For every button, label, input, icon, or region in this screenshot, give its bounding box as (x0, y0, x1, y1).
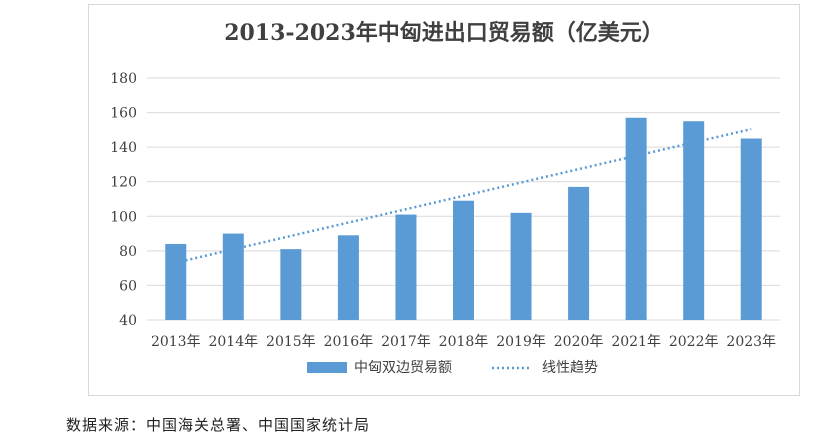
bars (165, 117, 762, 320)
y-tick-label: 80 (119, 244, 137, 260)
x-tick-label: 2019年 (496, 334, 546, 350)
x-axis-ticks: 2013年 2014年 2015年 2016年 2017年 2018年 2019年 2020年… (151, 334, 776, 350)
x-tick-label: 2014年 (208, 334, 258, 350)
bar (395, 214, 417, 320)
bar (625, 117, 647, 320)
bar (337, 235, 359, 320)
chart-title: 2013-2023年中匈进出口贸易额（亿美元） (224, 20, 664, 46)
bar (510, 212, 532, 320)
bar (222, 233, 244, 320)
bar (280, 249, 302, 320)
y-tick-label: 160 (110, 106, 137, 122)
x-tick-label: 2016年 (324, 334, 374, 350)
x-tick-label: 2022年 (669, 334, 719, 350)
x-tick-label: 2018年 (439, 334, 489, 350)
x-tick-label: 2020年 (554, 334, 604, 350)
x-tick-label: 2023年 (726, 334, 776, 350)
source-note: 数据来源：中国海关总署、中国国家统计局 (66, 416, 371, 434)
bar (453, 200, 474, 320)
x-tick-label: 2015年 (266, 334, 316, 350)
y-tick-label: 140 (110, 140, 137, 156)
x-tick-label: 2021年 (611, 334, 661, 350)
y-tick-label: 120 (110, 175, 137, 191)
y-tick-label: 180 (110, 71, 137, 87)
y-tick-label: 100 (110, 209, 137, 225)
bar (165, 243, 187, 320)
trend-line-layer (175, 127, 752, 264)
legend-trend-label: 线性趋势 (542, 360, 598, 376)
y-axis-ticks: 40 60 80 100 120 140 160 180 (110, 71, 137, 329)
y-tick-label: 60 (119, 278, 137, 294)
x-tick-label: 2013年 (151, 334, 201, 350)
bar (683, 121, 705, 320)
legend-bar-label: 中匈双边贸易额 (354, 360, 452, 376)
trend-line (175, 127, 752, 264)
bar (568, 186, 590, 320)
y-tick-label: 40 (119, 313, 137, 329)
x-tick-label: 2017年 (381, 334, 431, 350)
legend-bar-swatch (307, 362, 347, 373)
bar (740, 138, 762, 320)
legend: 中匈双边贸易额 线性趋势 (307, 360, 598, 376)
